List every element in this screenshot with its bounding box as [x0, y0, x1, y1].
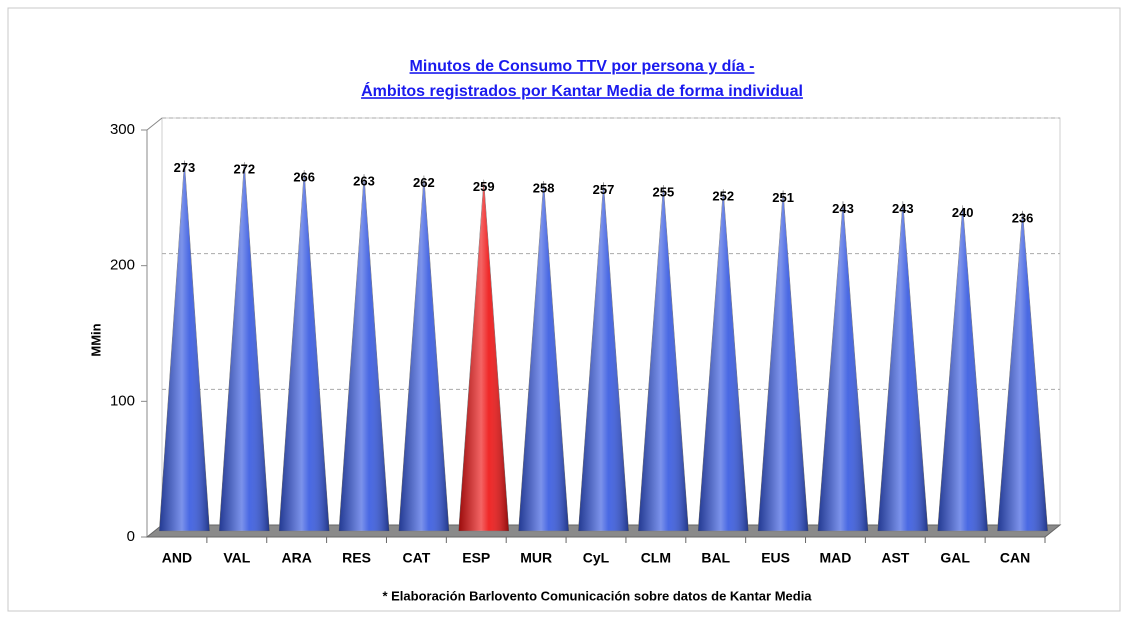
x-tick-label: GAL — [940, 550, 970, 566]
x-tick-label: CAT — [403, 550, 431, 566]
x-tick-label: CyL — [583, 550, 610, 566]
value-label: 258 — [533, 180, 555, 195]
x-tick-label: EUS — [761, 550, 790, 566]
cone-shade — [877, 201, 928, 531]
cone-shade — [757, 190, 809, 531]
x-tick-label: CAN — [1000, 550, 1030, 566]
value-label: 240 — [952, 205, 974, 220]
value-label: 273 — [174, 160, 196, 175]
x-tick-label: MUR — [520, 550, 552, 566]
x-tick-label: VAL — [223, 550, 250, 566]
value-label: 251 — [772, 190, 794, 205]
value-label: 262 — [413, 175, 435, 190]
cone-shade — [937, 205, 988, 531]
value-label: 243 — [832, 201, 854, 216]
value-label: 266 — [293, 170, 315, 185]
chart-title: Ámbitos registrados por Kantar Media de … — [361, 81, 803, 100]
value-label: 236 — [1012, 210, 1034, 225]
x-tick-label: BAL — [701, 550, 730, 566]
cone-shade — [518, 180, 569, 532]
cone-shade — [817, 201, 869, 531]
x-tick-label: ARA — [281, 550, 311, 566]
footnote: * Elaboración Barlovento Comunicación so… — [382, 588, 812, 603]
cone-shade — [638, 185, 689, 532]
y-tick-label: 100 — [110, 392, 135, 409]
x-tick-label: ESP — [462, 550, 490, 566]
cone-shade — [279, 170, 330, 532]
cone-shade — [997, 210, 1048, 531]
cone-shade — [578, 182, 629, 531]
x-tick-label: AND — [162, 550, 192, 566]
x-tick-label: CLM — [641, 550, 671, 566]
value-label: 252 — [712, 189, 734, 204]
cone-shade — [338, 174, 390, 532]
y-axis-label: MMin — [88, 323, 103, 356]
value-label: 259 — [473, 179, 495, 194]
y-tick-label: 200 — [110, 257, 135, 274]
value-label: 263 — [353, 174, 375, 189]
cone-shade — [159, 160, 210, 531]
cone-shade — [698, 189, 749, 531]
cone-shade — [219, 161, 270, 531]
value-label: 243 — [892, 201, 914, 216]
chart-title: Minutos de Consumo TTV por persona y día… — [410, 58, 755, 75]
value-label: 257 — [593, 182, 615, 197]
y-tick-label: 0 — [127, 528, 135, 545]
side-top — [146, 117, 163, 131]
frame — [7, 7, 1121, 612]
cone-shade — [398, 175, 450, 531]
x-tick-label: AST — [881, 550, 909, 566]
y-tick-label: 300 — [110, 121, 135, 138]
cone-shade — [458, 179, 509, 531]
value-label: 272 — [233, 161, 255, 176]
x-tick-label: RES — [342, 550, 371, 566]
value-label: 255 — [653, 184, 675, 199]
x-tick-label: MAD — [820, 550, 852, 566]
